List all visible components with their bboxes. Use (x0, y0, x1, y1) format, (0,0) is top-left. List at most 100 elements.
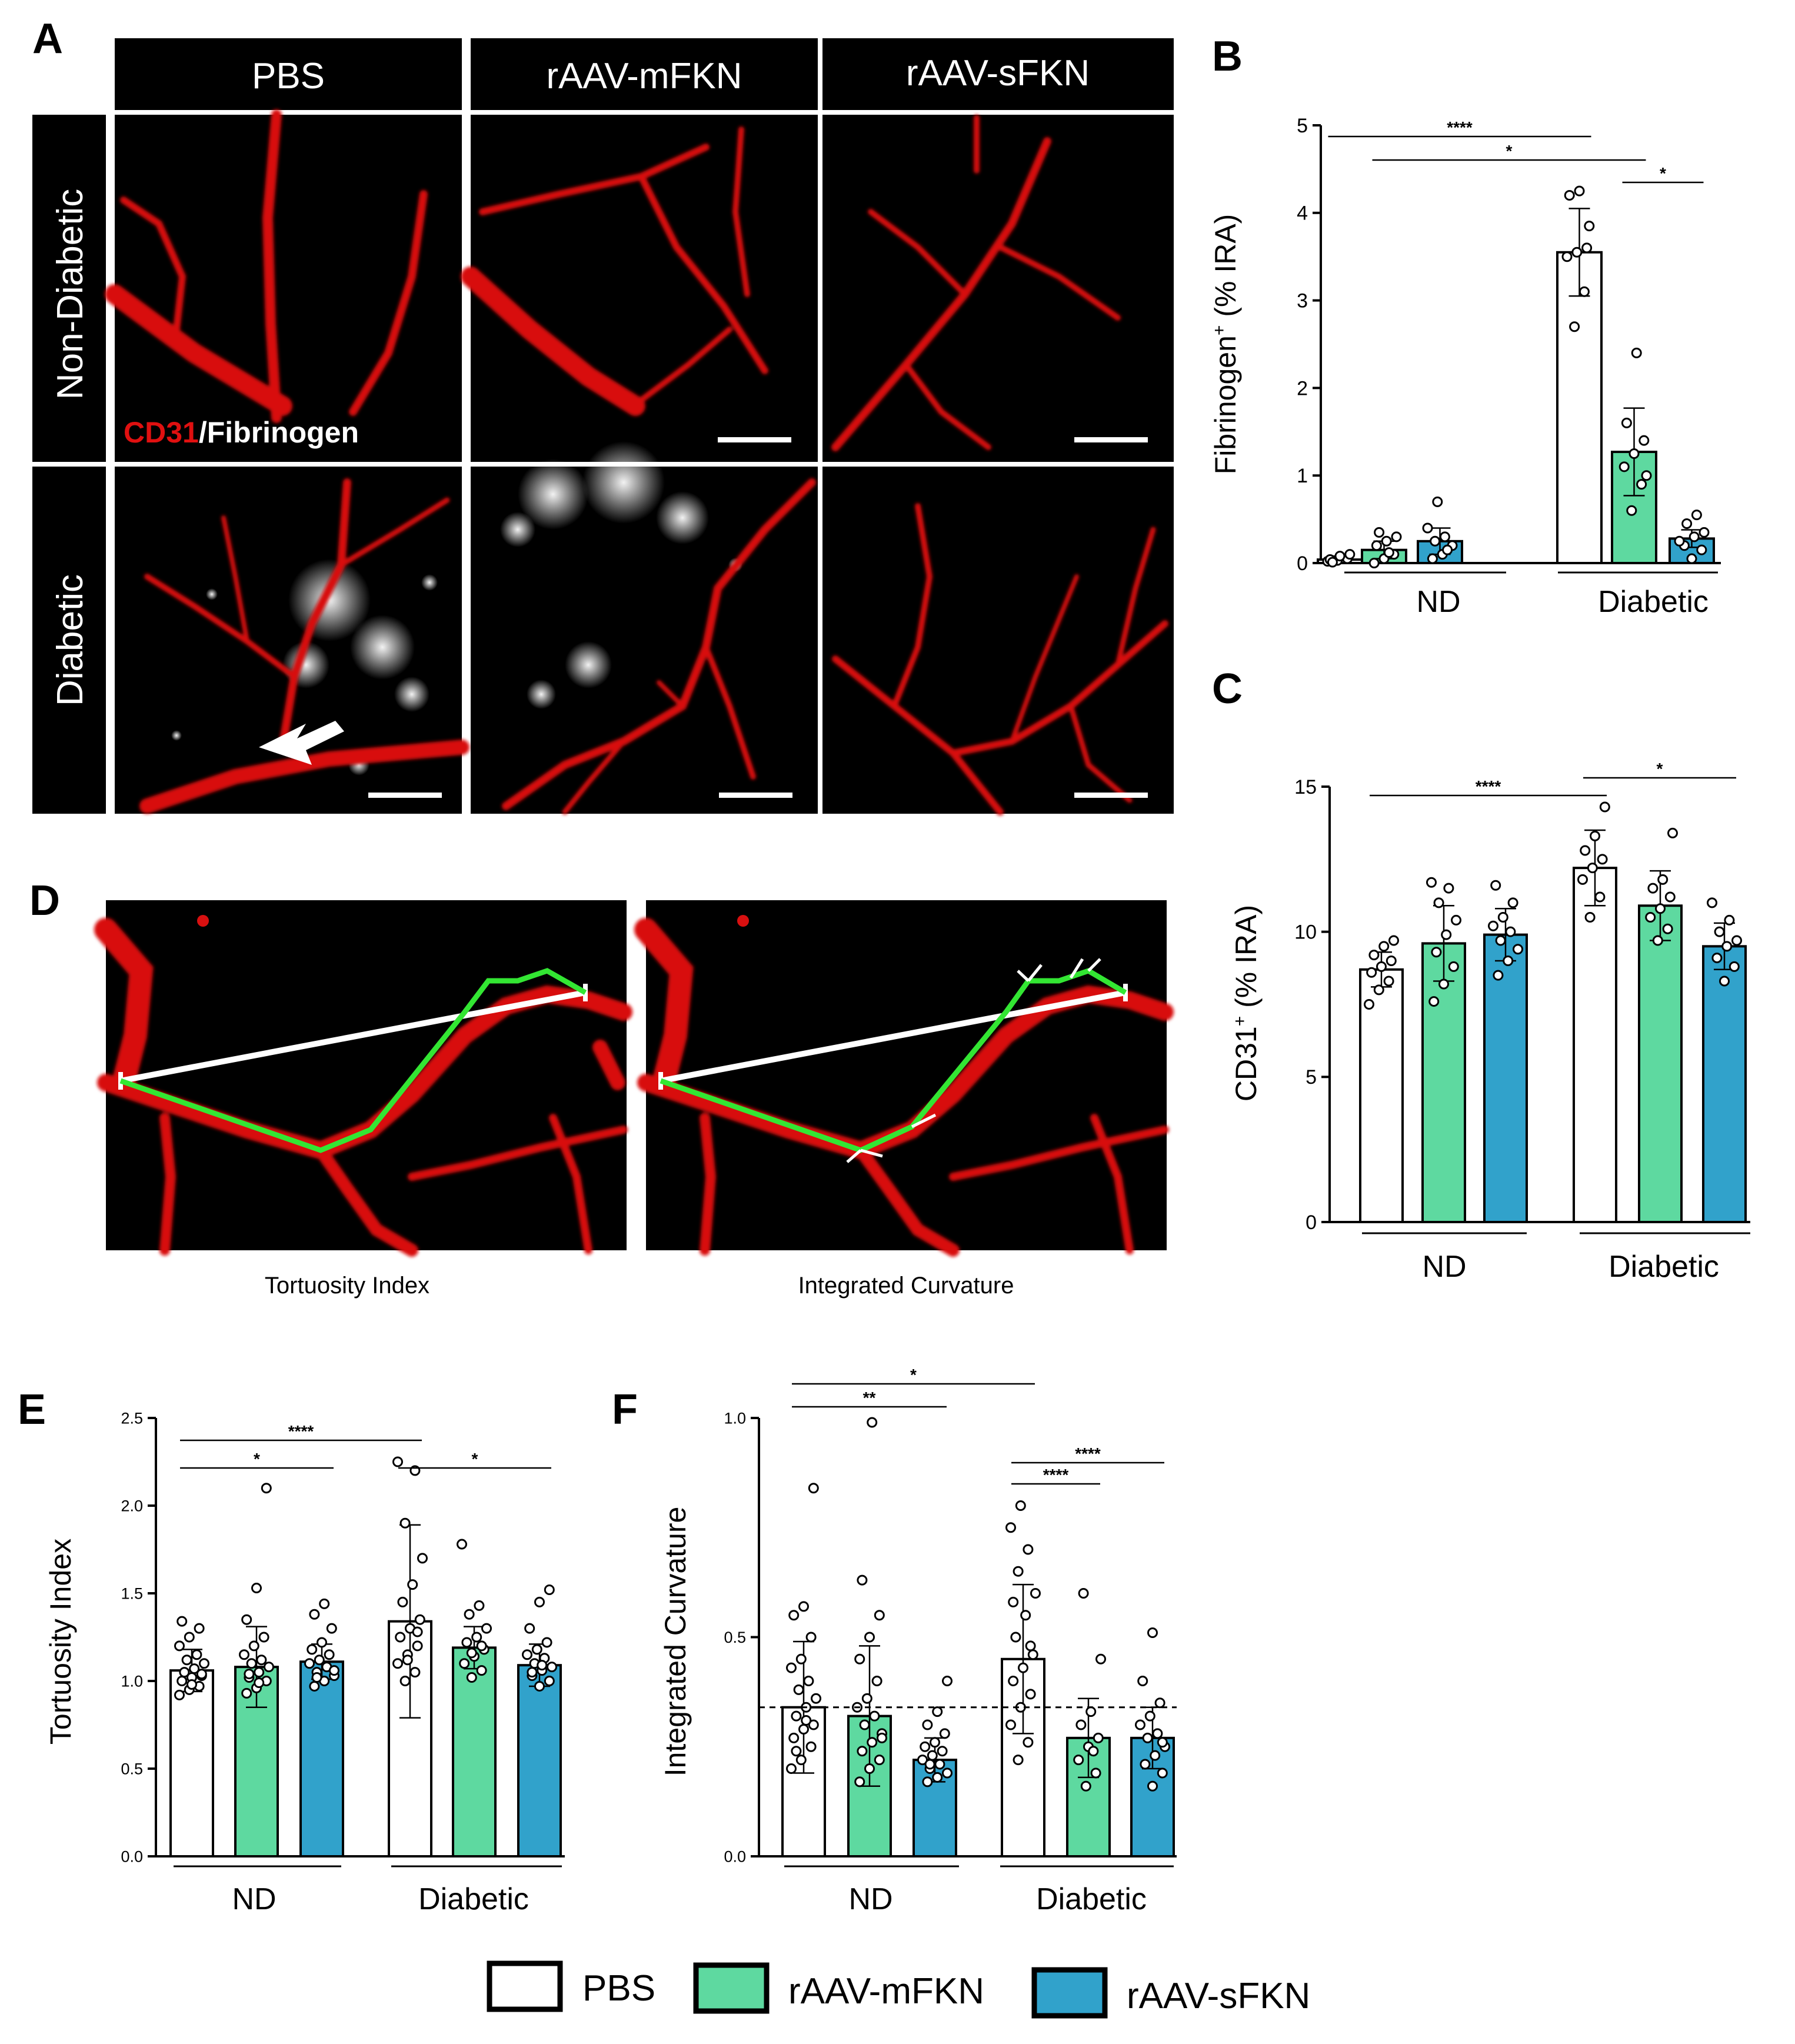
data-point (537, 1660, 548, 1671)
micrograph-mfkn-diabetic (471, 441, 818, 815)
panel-a: PBS rAAV-mFKN rAAV-sFKN Non-Diabetic Dia… (32, 38, 1174, 815)
arrow-icon (259, 721, 344, 765)
data-point (859, 1719, 870, 1730)
data-point (1564, 190, 1575, 201)
micrograph-mfkn-nondiabetic (461, 115, 818, 462)
micrograph-sfkn-nondiabetic (822, 115, 1174, 462)
data-point (1374, 527, 1385, 538)
data-point (176, 1616, 188, 1627)
data-point (254, 1677, 265, 1688)
data-point (857, 1746, 868, 1757)
data-point (392, 1456, 403, 1467)
data-point (248, 1640, 259, 1652)
data-point (1652, 935, 1663, 946)
data-point (1431, 947, 1442, 958)
data-point (1368, 950, 1380, 961)
tortuosity-micrograph (94, 900, 632, 1257)
data-point (1364, 999, 1374, 1010)
bar (1001, 1657, 1045, 1857)
data-point (1023, 1544, 1034, 1555)
data-point (867, 1417, 878, 1428)
data-point (857, 1574, 868, 1586)
data-point (805, 1741, 817, 1752)
data-point (1729, 961, 1740, 972)
data-point (1368, 558, 1380, 568)
bar (1483, 933, 1528, 1223)
data-point (461, 1637, 472, 1648)
data-point (786, 1763, 797, 1774)
data-point (1080, 1780, 1091, 1792)
data-point (1714, 926, 1725, 937)
data-point (464, 1609, 475, 1620)
data-point (1619, 461, 1630, 472)
row-header-nondiabetic (32, 115, 106, 462)
data-point (1711, 953, 1723, 964)
data-point (1645, 912, 1656, 923)
data-point (1451, 914, 1461, 926)
y-axis-label-main: CD31 (1230, 1026, 1263, 1101)
significance-label: * (1506, 142, 1513, 160)
bar (299, 1660, 344, 1857)
group-label: Diabetic (1036, 1882, 1147, 1916)
data-point (524, 1623, 535, 1634)
data-point (934, 1759, 945, 1770)
data-point (1147, 1780, 1158, 1792)
data-point (1689, 531, 1700, 542)
significance-label: **** (1447, 118, 1473, 137)
data-point (788, 1732, 800, 1743)
data-point (1378, 941, 1390, 952)
bar (517, 1664, 562, 1857)
y-tick-label: 2 (1297, 377, 1308, 400)
data-point (317, 1637, 327, 1648)
y-axis-label: Fibrinogen+ (% IRA) (1209, 214, 1242, 475)
data-point (541, 1637, 552, 1648)
y-tick-label: 1.0 (724, 1409, 746, 1427)
data-point (534, 1596, 545, 1607)
data-point (1027, 1649, 1038, 1660)
panel-label-d: D (29, 877, 60, 924)
data-point (1621, 417, 1632, 428)
data-point (1334, 551, 1346, 562)
data-point (1448, 961, 1459, 972)
data-point (1430, 535, 1441, 547)
data-point (1013, 1566, 1024, 1577)
data-point (930, 1737, 940, 1748)
bar (169, 1669, 214, 1858)
data-point (1724, 914, 1735, 926)
data-point (1428, 996, 1440, 1007)
data-point (1085, 1706, 1097, 1717)
data-point (1696, 544, 1707, 555)
data-point (1488, 920, 1498, 931)
data-point (1075, 1719, 1087, 1730)
data-point (801, 1715, 812, 1726)
y-tick-label: 3 (1297, 290, 1308, 312)
data-point (392, 1658, 403, 1669)
y-tick-label: 1 (1297, 465, 1308, 487)
data-point (1371, 540, 1382, 551)
data-point (258, 1632, 269, 1643)
panel-label-e: E (18, 1386, 46, 1433)
data-point (1443, 883, 1454, 894)
data-point (1655, 903, 1666, 914)
y-axis-label-main: Integrated Curvature (659, 1507, 692, 1777)
data-point (1152, 1728, 1163, 1739)
data-point (1441, 929, 1452, 940)
data-point (939, 1728, 950, 1739)
column-header-pbs (115, 38, 462, 110)
data-point (261, 1483, 272, 1494)
data-point (1013, 1755, 1024, 1766)
data-point (395, 1632, 406, 1643)
data-point (932, 1772, 943, 1783)
data-point (1495, 935, 1506, 946)
y-axis-label-sup: + (1230, 1016, 1250, 1027)
legend-swatch-mfkn (693, 1962, 770, 2014)
data-point (474, 1600, 485, 1611)
data-point (459, 1658, 470, 1669)
data-point (1020, 1610, 1031, 1621)
data-point (1657, 874, 1669, 885)
y-tick-label: 1.5 (121, 1584, 143, 1602)
